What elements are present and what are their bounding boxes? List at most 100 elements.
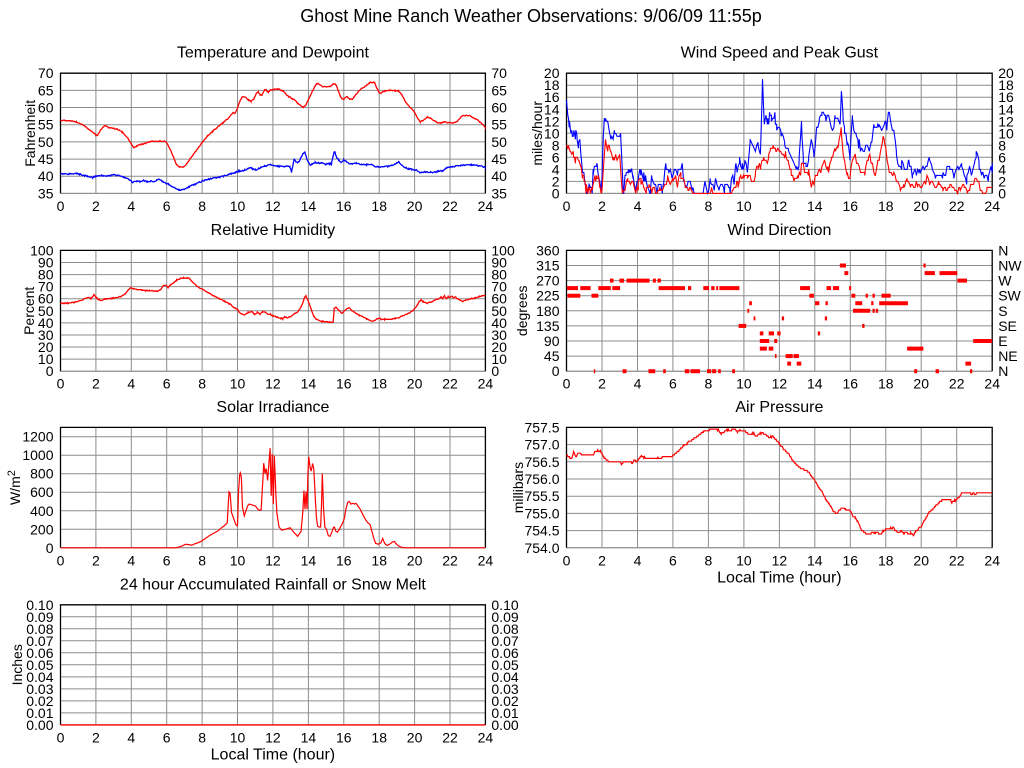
svg-text:0: 0 — [46, 540, 54, 556]
svg-text:16: 16 — [544, 89, 560, 105]
svg-text:225: 225 — [536, 288, 560, 304]
svg-text:2: 2 — [92, 198, 100, 214]
svg-text:360: 360 — [536, 242, 560, 258]
svg-text:65: 65 — [491, 82, 507, 98]
svg-text:0.01: 0.01 — [491, 705, 518, 721]
svg-text:0.08: 0.08 — [491, 621, 518, 637]
svg-text:24: 24 — [478, 198, 494, 214]
svg-text:0: 0 — [491, 363, 499, 379]
svg-text:24: 24 — [984, 198, 1000, 214]
svg-text:0: 0 — [552, 363, 560, 379]
svg-text:30: 30 — [491, 327, 507, 343]
svg-text:14: 14 — [807, 376, 823, 392]
svg-text:10: 10 — [736, 198, 752, 214]
svg-text:1000: 1000 — [22, 447, 53, 463]
svg-text:16: 16 — [336, 376, 352, 392]
svg-text:Air Pressure: Air Pressure — [735, 399, 823, 416]
svg-text:2: 2 — [92, 729, 100, 745]
svg-text:12: 12 — [265, 729, 281, 745]
svg-text:180: 180 — [536, 303, 560, 319]
svg-text:0: 0 — [998, 185, 1006, 201]
svg-text:0.05: 0.05 — [491, 657, 518, 673]
svg-text:0.04: 0.04 — [26, 669, 53, 685]
svg-text:2: 2 — [92, 552, 100, 568]
svg-text:4: 4 — [634, 376, 642, 392]
svg-text:6: 6 — [998, 149, 1006, 165]
svg-text:754.0: 754.0 — [524, 540, 559, 556]
svg-text:0: 0 — [563, 198, 571, 214]
svg-text:50: 50 — [491, 134, 507, 150]
svg-text:10: 10 — [230, 552, 246, 568]
svg-text:6: 6 — [163, 552, 171, 568]
svg-text:755.0: 755.0 — [524, 505, 559, 521]
svg-text:14: 14 — [807, 198, 823, 214]
svg-text:Relative Humidity: Relative Humidity — [211, 222, 335, 239]
svg-text:14: 14 — [301, 198, 317, 214]
svg-text:0: 0 — [57, 376, 65, 392]
svg-text:50: 50 — [38, 134, 54, 150]
svg-text:24: 24 — [478, 552, 494, 568]
svg-text:0: 0 — [57, 729, 65, 745]
svg-text:135: 135 — [536, 318, 560, 334]
svg-text:0: 0 — [563, 552, 571, 568]
svg-text:8: 8 — [705, 198, 713, 214]
svg-text:20: 20 — [913, 198, 929, 214]
svg-text:0: 0 — [57, 552, 65, 568]
svg-text:400: 400 — [30, 503, 54, 519]
svg-text:24: 24 — [984, 552, 1000, 568]
svg-text:Inches: Inches — [9, 644, 25, 685]
svg-text:0.00: 0.00 — [491, 717, 518, 733]
svg-text:0.01: 0.01 — [26, 705, 53, 721]
svg-text:50: 50 — [38, 303, 54, 319]
svg-text:18: 18 — [371, 198, 387, 214]
svg-text:SE: SE — [998, 318, 1017, 334]
svg-text:35: 35 — [38, 185, 54, 201]
svg-text:NW: NW — [998, 258, 1022, 274]
svg-text:18: 18 — [878, 552, 894, 568]
svg-text:18: 18 — [878, 198, 894, 214]
svg-text:10: 10 — [38, 351, 54, 367]
svg-text:10: 10 — [230, 376, 246, 392]
svg-text:12: 12 — [998, 113, 1014, 129]
svg-text:8: 8 — [198, 552, 206, 568]
svg-text:6: 6 — [163, 198, 171, 214]
svg-text:10: 10 — [230, 198, 246, 214]
svg-text:55: 55 — [38, 117, 54, 133]
svg-text:70: 70 — [38, 279, 54, 295]
svg-text:N: N — [998, 363, 1008, 379]
svg-text:Local Time (hour): Local Time (hour) — [717, 569, 842, 586]
svg-text:Temperature and Dewpoint: Temperature and Dewpoint — [177, 45, 370, 62]
svg-text:S: S — [998, 303, 1007, 319]
svg-text:0: 0 — [57, 198, 65, 214]
svg-text:754.5: 754.5 — [524, 523, 559, 539]
svg-text:6: 6 — [163, 729, 171, 745]
svg-text:600: 600 — [30, 484, 54, 500]
svg-text:10: 10 — [491, 351, 507, 367]
svg-text:20: 20 — [544, 65, 560, 81]
svg-text:6: 6 — [552, 149, 560, 165]
svg-text:24: 24 — [478, 376, 494, 392]
svg-text:45: 45 — [491, 151, 507, 167]
svg-text:14: 14 — [301, 729, 317, 745]
svg-text:90: 90 — [38, 255, 54, 271]
svg-text:20: 20 — [913, 376, 929, 392]
svg-text:65: 65 — [38, 82, 54, 98]
svg-text:50: 50 — [491, 303, 507, 319]
svg-text:millibars: millibars — [510, 462, 526, 513]
svg-text:12: 12 — [265, 198, 281, 214]
svg-text:100: 100 — [30, 242, 54, 258]
svg-text:20: 20 — [913, 552, 929, 568]
svg-text:14: 14 — [807, 552, 823, 568]
svg-text:100: 100 — [491, 242, 515, 258]
svg-text:4: 4 — [127, 552, 135, 568]
svg-text:degrees: degrees — [514, 286, 530, 337]
svg-text:10: 10 — [544, 125, 560, 141]
svg-text:12: 12 — [772, 198, 788, 214]
svg-text:24 hour Accumulated Rainfall o: 24 hour Accumulated Rainfall or Snow Mel… — [120, 576, 426, 593]
svg-text:80: 80 — [491, 267, 507, 283]
svg-text:18: 18 — [371, 376, 387, 392]
svg-text:2: 2 — [598, 552, 606, 568]
svg-text:16: 16 — [843, 376, 859, 392]
svg-text:10: 10 — [736, 552, 752, 568]
svg-text:24: 24 — [478, 729, 494, 745]
